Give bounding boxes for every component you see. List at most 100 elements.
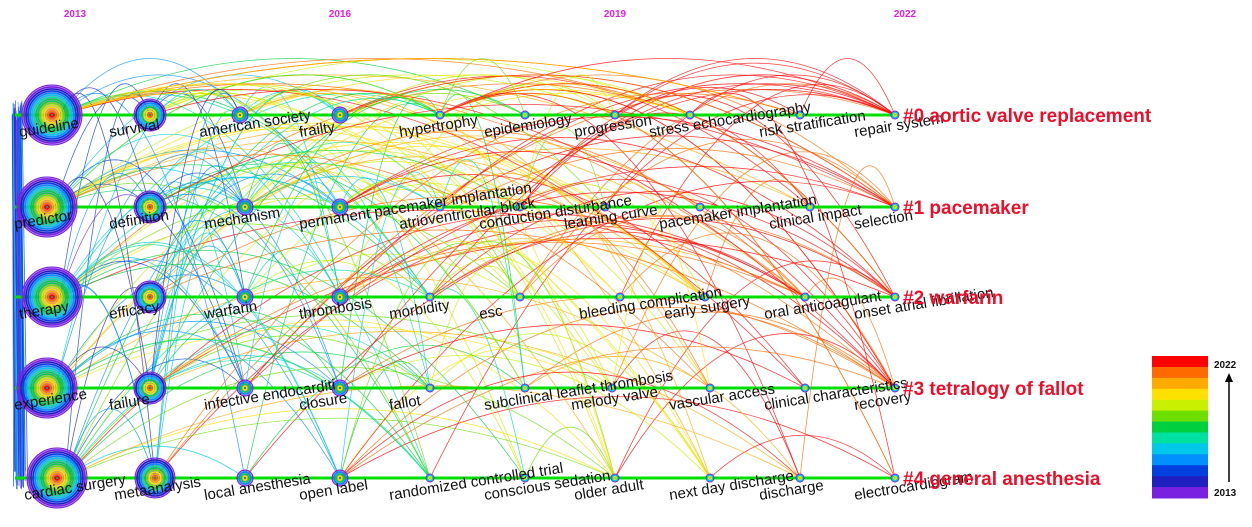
node-ring — [687, 112, 693, 118]
citation-link — [339, 89, 896, 389]
citation-link — [244, 183, 521, 298]
node-ring — [18, 178, 76, 236]
node-ring — [517, 204, 523, 210]
node-ring — [31, 276, 73, 318]
node-ring — [335, 292, 345, 302]
node-ring — [138, 461, 172, 495]
keyword-label: local anesthesia — [203, 470, 313, 504]
node-ring — [238, 200, 252, 214]
node-ring — [145, 110, 155, 120]
citation-link — [149, 83, 246, 298]
node-ring — [144, 467, 166, 489]
node-ring — [891, 384, 899, 392]
citation-link — [519, 74, 616, 208]
keyword-node — [890, 202, 900, 212]
citation-link — [244, 142, 441, 208]
node-ring — [34, 455, 80, 501]
citation-link — [64, 445, 246, 479]
citation-link — [149, 241, 806, 389]
node-ring — [29, 92, 75, 138]
citation-link — [59, 242, 341, 479]
legend-swatch — [1152, 356, 1208, 368]
node-ring — [24, 184, 70, 230]
node-ring — [23, 86, 81, 144]
node-ring — [145, 292, 155, 302]
keyword-node — [805, 202, 815, 212]
node-ring — [238, 381, 252, 395]
node-ring — [34, 375, 60, 401]
node-ring — [143, 108, 157, 122]
node-ring — [147, 294, 153, 300]
keyword-node — [705, 473, 715, 483]
citation-link — [619, 232, 896, 389]
node-ring — [30, 190, 64, 224]
node-ring — [148, 471, 162, 485]
node-ring — [32, 192, 62, 222]
node-ring — [136, 459, 174, 497]
legend-swatch — [1152, 410, 1208, 423]
node-ring — [696, 203, 704, 211]
citation-link — [429, 256, 613, 389]
citation-link — [339, 93, 616, 479]
node-ring — [796, 474, 804, 482]
citation-link — [54, 74, 341, 208]
legend-swatch — [1152, 388, 1208, 401]
keyword-node — [610, 110, 620, 120]
node-ring — [612, 475, 618, 481]
node-ring — [135, 373, 165, 403]
keyword-node — [331, 198, 349, 216]
node-ring — [426, 474, 434, 482]
legend-swatch — [1152, 465, 1208, 477]
node-ring — [436, 203, 444, 211]
node-ring — [36, 196, 58, 218]
node-ring — [38, 379, 56, 397]
cluster-label-4: #4 general anesthesia — [903, 469, 1101, 490]
node-ring — [240, 383, 250, 393]
cluster-label-0: #0 aortic valve replacement — [903, 106, 1152, 127]
node-ring — [611, 111, 619, 119]
citation-link — [244, 130, 806, 298]
node-ring — [42, 202, 52, 212]
node-ring — [18, 359, 76, 417]
keyword-node — [520, 473, 530, 483]
node-ring — [40, 381, 54, 395]
citation-link — [54, 122, 706, 298]
citation-link — [709, 434, 896, 479]
node-ring — [50, 471, 64, 485]
node-ring — [27, 272, 77, 322]
node-ring — [602, 204, 608, 210]
citation-link — [59, 58, 526, 116]
node-ring — [142, 465, 168, 491]
citation-link — [149, 89, 526, 389]
node-ring — [516, 293, 524, 301]
keyword-node — [133, 280, 167, 314]
keyword-node — [795, 473, 805, 483]
citation-link — [339, 396, 896, 479]
node-ring — [707, 475, 713, 481]
node-ring — [521, 384, 529, 392]
node-ring — [137, 194, 163, 220]
node-ring — [522, 112, 528, 118]
legend-swatch — [1152, 377, 1208, 390]
citation-link — [799, 58, 896, 116]
keyword-node — [331, 288, 349, 306]
node-ring — [892, 112, 898, 118]
keyword-label: morbidity — [388, 297, 451, 323]
node-ring — [797, 475, 803, 481]
node-ring — [802, 385, 808, 391]
keyword-node — [600, 202, 610, 212]
citation-link — [54, 128, 621, 298]
node-ring — [240, 292, 250, 302]
node-ring — [27, 90, 77, 140]
citation-link — [519, 87, 801, 208]
citation-link — [64, 355, 341, 479]
legend-swatch — [1152, 421, 1208, 433]
citation-link — [54, 125, 706, 298]
node-ring — [333, 108, 347, 122]
keyword-label: fallot — [388, 392, 423, 414]
citation-link — [244, 143, 341, 298]
legend-swatch — [1152, 432, 1208, 444]
citation-link — [339, 191, 896, 298]
citation-link — [59, 142, 606, 298]
citation-link — [64, 335, 431, 479]
